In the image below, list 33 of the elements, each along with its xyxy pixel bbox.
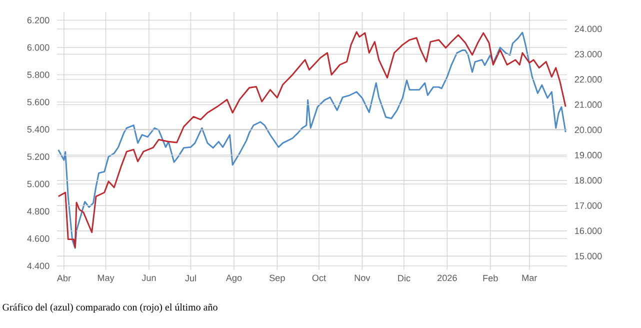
y-tick-label: 5.400 [27, 126, 50, 133]
y-tick-label: 4.400 [27, 262, 50, 270]
x-tick-label: Ago [226, 274, 242, 283]
y2-tick-label: 17.000 [575, 202, 602, 209]
x-tick-label: Mar [522, 274, 538, 282]
y-tick-label: 5.000 [27, 180, 50, 188]
x-tick-label: Abr [56, 274, 71, 282]
x-tick-label: Jul [185, 274, 196, 282]
x-tick-label: 2026 [438, 274, 457, 282]
y-tick-label: 5.600 [27, 98, 50, 106]
x-tick-label: May [98, 274, 114, 283]
text: Gráfico del (azul) comparado con (rojo) el último año [2, 303, 218, 313]
x-tick-label: Dic [398, 274, 410, 282]
y2-tick-label: 22.000 [574, 76, 602, 83]
y2-tick-label: 15.000 [575, 252, 602, 260]
y-tick-label: 5.800 [27, 72, 50, 78]
y2-tick-label: 16.000 [575, 228, 602, 234]
y2-tick-label: 24.000 [574, 26, 602, 32]
x-tick-label: Feb [483, 274, 498, 282]
y-tick-label: 6.200 [27, 16, 50, 24]
y2-tick-label: 19.000 [575, 152, 602, 158]
y2-tick-label: 21.000 [574, 101, 602, 108]
x-tick-label: Oct [312, 274, 326, 282]
x-tick-label: Sep [270, 274, 285, 283]
y2-tick-label: 18.000 [575, 177, 602, 184]
y-tick-label: 4.600 [27, 235, 50, 242]
y2-tick-label: 23.000 [574, 50, 602, 58]
y2-tick-label: 20.000 [574, 126, 602, 134]
y-tick-label: 6.000 [27, 44, 50, 51]
y-tick-label: 5.200 [27, 153, 50, 160]
x-tick-label: Nov [354, 274, 370, 282]
y-tick-label: 4.800 [27, 208, 50, 215]
x-tick-label: Jun [142, 274, 156, 282]
